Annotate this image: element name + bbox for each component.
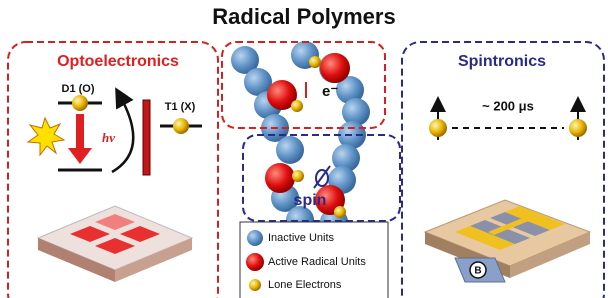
- t1-label: T1 (X): [165, 101, 196, 113]
- barrier: [143, 100, 150, 175]
- title: Radical Polymers: [212, 4, 395, 29]
- legend-label: Lone Electrons: [268, 279, 342, 291]
- legend-swatch: [249, 279, 261, 291]
- page: Radical Polymers e⁻ spin Inactive Units …: [0, 0, 608, 298]
- opto-title: Optoelectronics: [57, 53, 179, 70]
- excitation-head: [68, 148, 92, 164]
- field-label: B: [474, 266, 481, 277]
- d1-label: D1 (O): [62, 83, 95, 95]
- legend-swatch: [247, 230, 263, 246]
- electron: [569, 119, 587, 137]
- electron: [173, 118, 189, 134]
- light-burst: [28, 118, 64, 155]
- spin-label: spin: [294, 192, 327, 209]
- spin-title: Spintronics: [458, 53, 546, 70]
- electron: [429, 119, 447, 137]
- excitation-arrow: [76, 114, 84, 150]
- spin-device: [425, 200, 590, 278]
- electron: [72, 95, 88, 111]
- diagram: Radical Polymers e⁻ spin Inactive Units …: [0, 0, 608, 298]
- legend-swatch: [246, 253, 264, 271]
- lifetime: ~ 200 μs: [482, 98, 534, 113]
- opto-device: [38, 206, 192, 282]
- legend-label: Active Radical Units: [268, 256, 366, 268]
- legend-label: Inactive Units: [268, 232, 335, 244]
- electron-label: e⁻: [322, 83, 338, 100]
- hv-label: hv: [102, 130, 115, 145]
- isc-arrow: [112, 96, 133, 172]
